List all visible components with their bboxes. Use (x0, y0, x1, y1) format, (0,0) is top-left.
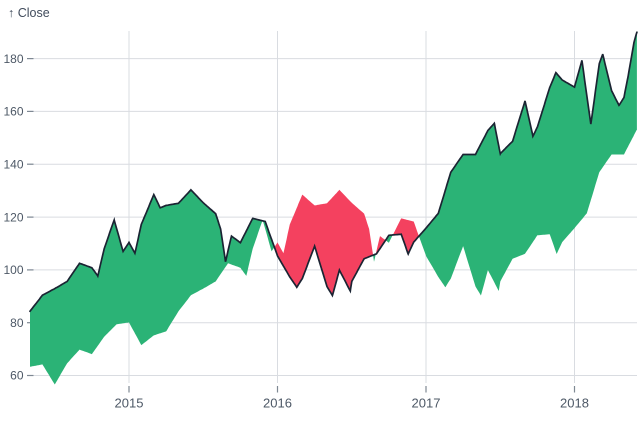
x-tick-label: 2017 (412, 396, 441, 411)
x-tick-label: 2015 (115, 396, 144, 411)
difference-area-positive (373, 254, 376, 262)
difference-area-negative (274, 189, 374, 296)
difference-area-positive (418, 32, 637, 296)
y-tick-label: 140 (3, 157, 23, 171)
y-tick-label: 100 (3, 263, 23, 277)
difference-area-positive (30, 189, 263, 385)
y-tick-label: 160 (3, 105, 23, 119)
difference-area-negative (392, 218, 419, 254)
difference-area-positive (262, 221, 275, 252)
y-tick-label: 180 (3, 52, 23, 66)
difference-area-positive (385, 234, 393, 243)
y-axis-title: ↑ Close (8, 6, 50, 20)
x-tick-label: 2018 (560, 396, 589, 411)
y-tick-label: 120 (3, 210, 23, 224)
y-tick-label: 80 (10, 316, 24, 330)
y-tick-label: 60 (10, 369, 24, 383)
x-tick-label: 2016 (263, 396, 292, 411)
close-line (29, 31, 638, 313)
